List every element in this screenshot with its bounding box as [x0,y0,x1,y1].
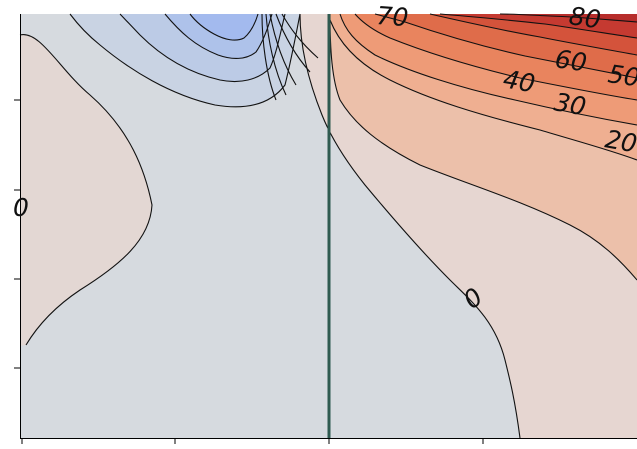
band-red-80 [500,14,637,22]
contour-line-50 [374,13,637,79]
contour-label-60: 60 [553,44,589,77]
contour-line-60 [429,13,637,56]
contour-label-50: 50 [606,59,637,92]
contour-lines [19,13,637,439]
contour-label-70: 70 [376,1,410,32]
contour-line-40 [354,13,637,101]
contour-line-blue-1 [69,13,301,108]
contour-line-20 [329,19,637,161]
contour-line-steep-5 [281,13,319,59]
contour-line-steep-2 [265,13,287,96]
band-blue-4 [190,14,258,41]
contour-label-20: 20 [603,124,637,158]
contour-line-10 [329,13,637,281]
contour-line-zero-left [19,34,153,346]
contour-label-zero-left: 0 [13,193,29,222]
contour-line-zero-right [299,13,521,439]
contour-line-blue-2 [119,13,286,83]
contour-label-30: 30 [552,87,588,121]
contour-line-80 [499,13,637,23]
contour-line-blue-4 [189,13,259,41]
contour-line-steep-1 [261,13,277,101]
contour-line-steep-3 [269,13,297,86]
band-red-70 [440,14,637,38]
contour-line-blue-3 [164,13,273,59]
contour-line-30 [339,13,637,126]
contour-line-70 [439,13,637,39]
contour-label-40: 40 [501,64,537,98]
contour-label-80: 80 [567,1,603,34]
axes [14,14,637,444]
band-warm-left-lobe [20,34,152,347]
contour-line-steep-4 [275,13,311,73]
